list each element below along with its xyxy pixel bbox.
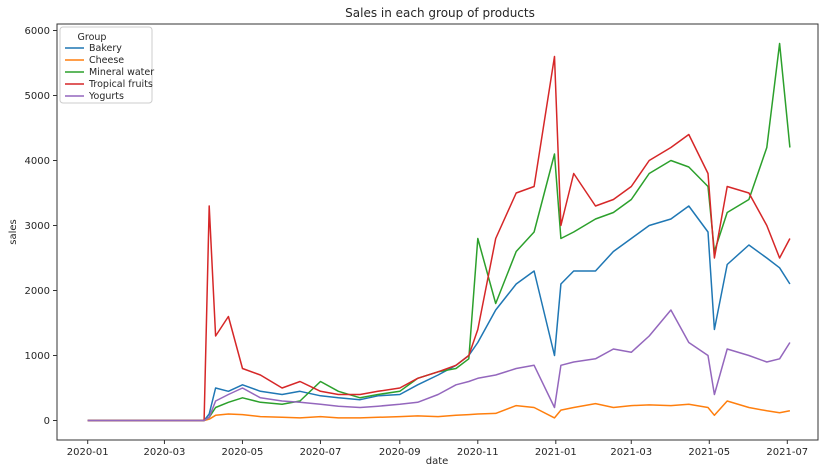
x-tick-label: 2020-07 <box>300 447 342 458</box>
legend-label: Bakery <box>89 43 122 54</box>
legend-label: Mineral water <box>89 67 154 78</box>
x-tick-label: 2021-03 <box>610 447 652 458</box>
x-tick-label: 2021-01 <box>535 447 577 458</box>
y-tick-label: 1000 <box>25 351 50 362</box>
x-tick-label: 2021-05 <box>688 447 730 458</box>
series-line-bakery <box>87 205 791 422</box>
legend-title: Group <box>78 32 107 43</box>
x-tick-label: 2020-03 <box>144 447 186 458</box>
series-line-yogurts <box>87 309 791 422</box>
y-axis-title: sales <box>8 219 19 244</box>
y-tick-label: 0 <box>44 416 50 427</box>
series-line-cheese <box>87 400 791 422</box>
x-tick-label: 2020-05 <box>222 447 264 458</box>
y-axis: 0 1000 2000 3000 4000 5000 6000 <box>25 26 57 427</box>
y-tick-label: 2000 <box>25 286 50 297</box>
plot-area <box>87 42 791 422</box>
x-axis-title: date <box>426 456 449 467</box>
y-tick-label: 6000 <box>25 26 50 37</box>
legend-label: Tropical fruits <box>88 79 153 90</box>
legend-label: Yogurts <box>88 91 124 102</box>
chart-title: Sales in each group of products <box>345 6 535 20</box>
series-line-tropical-fruits <box>87 55 791 422</box>
x-axis: 2020-01 2020-03 2020-05 2020-07 2020-09 2020-… <box>67 440 808 458</box>
x-tick-label: 2020-11 <box>457 447 499 458</box>
y-tick-label: 3000 <box>25 221 50 232</box>
y-tick-label: 4000 <box>25 156 50 167</box>
x-tick-label: 2021-07 <box>766 447 808 458</box>
x-tick-label: 2020-09 <box>379 447 421 458</box>
y-tick-label: 5000 <box>25 91 50 102</box>
legend-label: Cheese <box>89 55 124 66</box>
series-line-mineral-water <box>87 42 791 422</box>
plot-frame <box>56 23 819 441</box>
x-tick-label: 2020-01 <box>67 447 109 458</box>
